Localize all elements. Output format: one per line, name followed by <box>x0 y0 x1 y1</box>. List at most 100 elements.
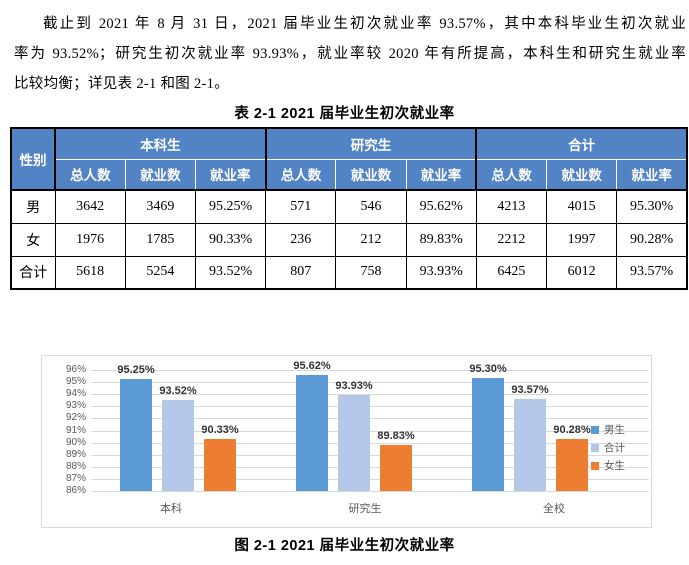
bar-value-label: 93.52% <box>159 385 197 398</box>
row-label: 男 <box>10 189 56 224</box>
bar-chart: 96% 95% 94% 93% 92% 91% 90% 89% 88% 87% 86% 95.25% 9… <box>41 355 652 528</box>
bar-cluster: 95.30% 93.57% 90.28% <box>469 363 591 491</box>
table-body: 男 3642 3469 95.25% 571 546 95.62% 4213 4015 95.30… <box>10 189 688 290</box>
bar-value-label: 95.62% <box>293 359 331 372</box>
group-header-total: 合计 <box>475 127 688 160</box>
table-cell: 3469 <box>124 189 196 224</box>
table-cell: 5254 <box>124 255 196 290</box>
table-cell: 6425 <box>475 255 548 290</box>
table-cell: 93.57% <box>616 255 688 290</box>
legend: 男生 合计 女生 <box>591 422 625 473</box>
subheader-cell: 就业数 <box>124 158 196 191</box>
gridline <box>91 382 649 384</box>
bar-value-label: 90.28% <box>553 424 591 437</box>
bar: 93.93% <box>335 380 373 491</box>
bar-value-label: 93.93% <box>335 380 373 393</box>
table-cell: 807 <box>265 255 337 290</box>
table-cell: 93.93% <box>405 255 477 290</box>
table-cell: 758 <box>335 255 407 290</box>
category-label: 研究生 <box>348 503 382 515</box>
table-cell: 3642 <box>54 189 126 224</box>
table-row: 女 1976 1785 90.33% 236 212 89.83% 2212 1997 90.28… <box>10 222 688 257</box>
category-label: 全校 <box>543 503 565 515</box>
y-tick-label: 93% <box>65 400 86 412</box>
table-cell: 95.62% <box>405 189 477 224</box>
table-cell: 5618 <box>54 255 126 290</box>
y-tick-label: 86% <box>65 485 86 496</box>
employment-table: 性别 本科生 研究生 合计 总人数 就业数 就业率 总人数 就业数 就业率 总人数 就业数 就业… <box>10 127 688 290</box>
y-tick-label: 88% <box>65 460 86 472</box>
table-cell: 90.28% <box>616 222 688 257</box>
paragraph-line: 截止到 2021 年 8 月 31 日，2021 届毕业生初次就业率 93.57… <box>43 16 686 32</box>
row-label: 合计 <box>10 255 56 290</box>
bar: 93.52% <box>159 385 197 491</box>
table-cell: 571 <box>265 189 337 224</box>
gridline <box>91 430 649 432</box>
y-tick-label: 90% <box>65 436 86 448</box>
legend-item: 合计 <box>591 440 625 455</box>
subheader-cell: 总人数 <box>475 158 548 191</box>
subheader-cell: 总人数 <box>264 158 337 191</box>
subheader-row: 总人数 就业数 就业率 总人数 就业数 就业率 总人数 就业数 就业率 <box>11 158 688 191</box>
bar: 95.30% <box>469 363 507 491</box>
bar: 90.33% <box>201 424 239 491</box>
subheader-cell: 就业率 <box>405 158 477 191</box>
y-tick-label: 87% <box>65 472 86 484</box>
subheader-cell: 就业数 <box>335 158 407 191</box>
gridline <box>91 466 649 468</box>
bar: 89.83% <box>377 430 415 491</box>
paragraph-line: 率为 93.52%；研究生初次就业率 93.93%，就业率较 2020 年有所提… <box>14 46 686 62</box>
table-cell: 95.25% <box>194 189 267 224</box>
chart-inner: 96% 95% 94% 93% 92% 91% 90% 89% 88% 87% 86% 95.25% 9… <box>42 356 651 527</box>
table-cell: 546 <box>335 189 407 224</box>
table-row: 合计 5618 5254 93.52% 807 758 93.93% 6425 6012 93.5… <box>10 255 688 290</box>
bar: 93.57% <box>511 384 549 491</box>
table-cell: 1997 <box>546 222 618 257</box>
table-cell: 93.52% <box>194 255 267 290</box>
table-cell: 236 <box>265 222 337 257</box>
legend-swatch-icon <box>591 443 599 452</box>
subheader-cell: 总人数 <box>53 158 126 191</box>
bar-cluster: 95.62% 93.93% 89.83% <box>293 360 415 491</box>
gridline <box>91 370 649 371</box>
legend-label: 合计 <box>604 442 625 454</box>
table-cell: 90.33% <box>194 222 267 257</box>
gridline <box>91 454 649 456</box>
bar: 95.62% <box>293 360 331 491</box>
group-header-row: 性别 本科生 研究生 合计 <box>10 127 688 191</box>
subheader-cell: 就业率 <box>616 158 688 191</box>
y-tick-label: 92% <box>65 412 86 424</box>
table-title: 表 2-1 2021 届毕业生初次就业率 <box>234 106 455 122</box>
subheader-cell: 就业数 <box>546 158 618 191</box>
table-cell: 89.83% <box>405 222 477 257</box>
bar-value-label: 93.57% <box>511 384 549 397</box>
legend-swatch-icon <box>591 461 599 470</box>
y-tick-label: 96% <box>65 364 86 375</box>
gridline <box>91 394 649 396</box>
bar: 90.28% <box>553 424 591 491</box>
table-cell: 4213 <box>475 189 548 224</box>
legend-item: 女生 <box>591 458 625 473</box>
bar-value-label: 89.83% <box>377 429 415 442</box>
table-row: 男 3642 3469 95.25% 571 546 95.62% 4213 4015 95.30… <box>10 189 688 224</box>
subheader-cell: 就业率 <box>194 158 267 191</box>
gridline <box>91 442 649 444</box>
table-cell: 6012 <box>546 255 618 290</box>
legend-label: 女生 <box>604 460 625 472</box>
table-cell: 95.30% <box>616 189 688 224</box>
y-tick-label: 95% <box>65 376 86 388</box>
group-header-undergrad: 本科生 <box>54 127 267 160</box>
legend-item: 男生 <box>591 422 625 437</box>
row-label: 女 <box>10 222 56 257</box>
legend-swatch-icon <box>591 425 599 434</box>
table-cell: 2212 <box>475 222 548 257</box>
y-tick-label: 89% <box>65 448 86 460</box>
bar-value-label: 95.25% <box>117 364 155 377</box>
bar-value-label: 95.30% <box>469 363 507 376</box>
group-header-graduate: 研究生 <box>264 127 477 160</box>
table-cell: 1976 <box>54 222 126 257</box>
gridline <box>91 478 649 480</box>
legend-label: 男生 <box>604 424 625 436</box>
paragraph-line: 比较均衡；详见表 2-1 和图 2-1。 <box>14 76 230 92</box>
table-cell: 212 <box>335 222 407 257</box>
